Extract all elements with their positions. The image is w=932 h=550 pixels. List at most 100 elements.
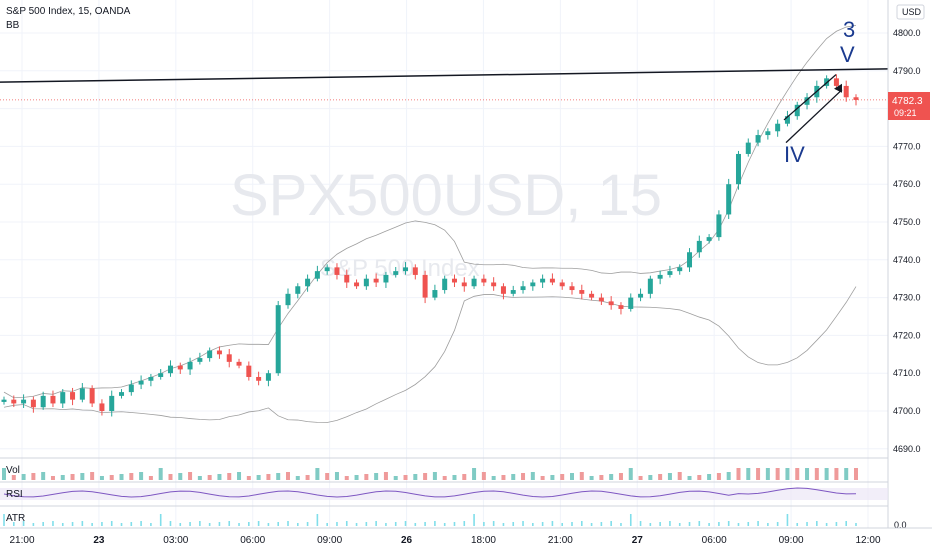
currency-button[interactable]	[896, 4, 925, 20]
candle-body	[804, 97, 810, 105]
volume-bar	[139, 472, 144, 480]
volume-bar	[129, 473, 134, 480]
price-tick-label: 4730.0	[893, 293, 921, 303]
candle-body	[334, 267, 340, 275]
candle-body	[138, 380, 144, 385]
time-tick-label: 21:00	[9, 535, 34, 546]
atr-pane-label[interactable]: ATR	[6, 513, 25, 524]
bar-countdown: 09:21	[894, 108, 917, 118]
candle-body	[40, 395, 46, 408]
wave-iv-label: IV	[784, 142, 805, 167]
atr-bar	[669, 521, 671, 526]
atr-bar	[473, 514, 475, 526]
price-tick-label: 4770.0	[893, 141, 921, 151]
rsi-pane-label[interactable]: RSI	[6, 489, 23, 500]
volume-bar	[599, 475, 604, 480]
candle-body	[89, 388, 95, 404]
atr-bar	[81, 521, 84, 526]
atr-bar	[620, 523, 622, 526]
candle-body	[794, 104, 800, 117]
volume-bar	[315, 468, 320, 480]
volume-pane-label[interactable]: Vol	[6, 465, 20, 476]
atr-bar	[150, 523, 152, 526]
volume-bar	[579, 472, 584, 480]
volume-bar	[90, 472, 95, 480]
candle-body	[383, 274, 389, 283]
volume-bar	[805, 468, 810, 480]
candle-body	[559, 282, 565, 287]
candle-body	[833, 78, 839, 86]
volume-bar	[667, 473, 672, 480]
time-tick-label: 12:00	[855, 535, 880, 546]
candle-body	[726, 184, 732, 215]
volume-bar	[726, 472, 731, 480]
atr-bar	[610, 521, 612, 526]
price-ticks: 4800.04790.04780.04770.04760.04750.04740…	[893, 28, 921, 454]
time-tick-label: 06:00	[240, 535, 265, 546]
volume-bar	[618, 473, 623, 480]
volume-bar	[609, 474, 614, 480]
volume-bar	[246, 476, 251, 480]
candle-body	[510, 290, 516, 294]
channel-arrowhead	[834, 83, 842, 93]
candle-body	[481, 278, 487, 283]
volume-bar	[442, 476, 447, 480]
candle-body	[657, 274, 663, 279]
price-tick-label: 4710.0	[893, 368, 921, 378]
volume-bar	[785, 468, 790, 480]
trendline[interactable]	[0, 68, 889, 83]
atr-bars	[3, 514, 857, 526]
atr-bar	[727, 521, 730, 526]
indicator-label[interactable]: BB	[6, 20, 20, 31]
atr-bar	[248, 522, 250, 526]
candle-body	[412, 267, 418, 275]
atr-bar	[522, 521, 524, 526]
candle-body	[461, 282, 467, 287]
atr-bar	[42, 522, 44, 526]
volume-bar	[393, 476, 398, 480]
atr-bar	[52, 521, 54, 526]
volume-bar	[188, 472, 193, 480]
atr-bar	[394, 522, 397, 526]
candle-body	[50, 395, 56, 404]
volume-bar	[481, 472, 486, 480]
atr-bar	[698, 521, 701, 526]
bb-upper	[3, 24, 857, 399]
symbol-title[interactable]: S&P 500 Index, 15, OANDA	[6, 6, 131, 17]
rsi-line	[3, 487, 857, 498]
wave-channel	[783, 74, 843, 144]
candle-body	[491, 282, 497, 287]
candle-body	[667, 271, 673, 275]
atr-bar	[424, 522, 426, 526]
atr-bar	[483, 522, 485, 526]
bb-lower	[3, 286, 857, 423]
volume-bars	[2, 468, 858, 480]
volume-bar	[589, 476, 594, 480]
candle-body	[354, 282, 360, 287]
volume-bar	[795, 468, 800, 480]
volume-bar	[11, 475, 16, 480]
wave-degree-label: 3	[843, 17, 855, 42]
volume-bar	[383, 472, 388, 480]
candle-body	[775, 123, 781, 132]
candle-body	[638, 293, 644, 298]
volume-bar	[197, 476, 202, 480]
atr-bar	[600, 522, 603, 526]
atr-bar	[502, 523, 505, 526]
price-tick-label: 4720.0	[893, 330, 921, 340]
candle-body	[520, 286, 526, 291]
atr-bar	[532, 523, 534, 526]
volume-bar	[354, 475, 359, 480]
candle-body	[628, 297, 634, 309]
volume-bar	[119, 474, 124, 480]
volume-bar	[256, 475, 261, 480]
candle-body	[79, 388, 85, 400]
volume-bar	[158, 468, 163, 480]
atr-bar	[571, 522, 573, 526]
atr-bar	[32, 523, 35, 526]
atr-bar	[208, 523, 211, 526]
candle-body	[677, 267, 683, 272]
candle-body	[167, 365, 173, 374]
atr-bar	[541, 522, 544, 526]
